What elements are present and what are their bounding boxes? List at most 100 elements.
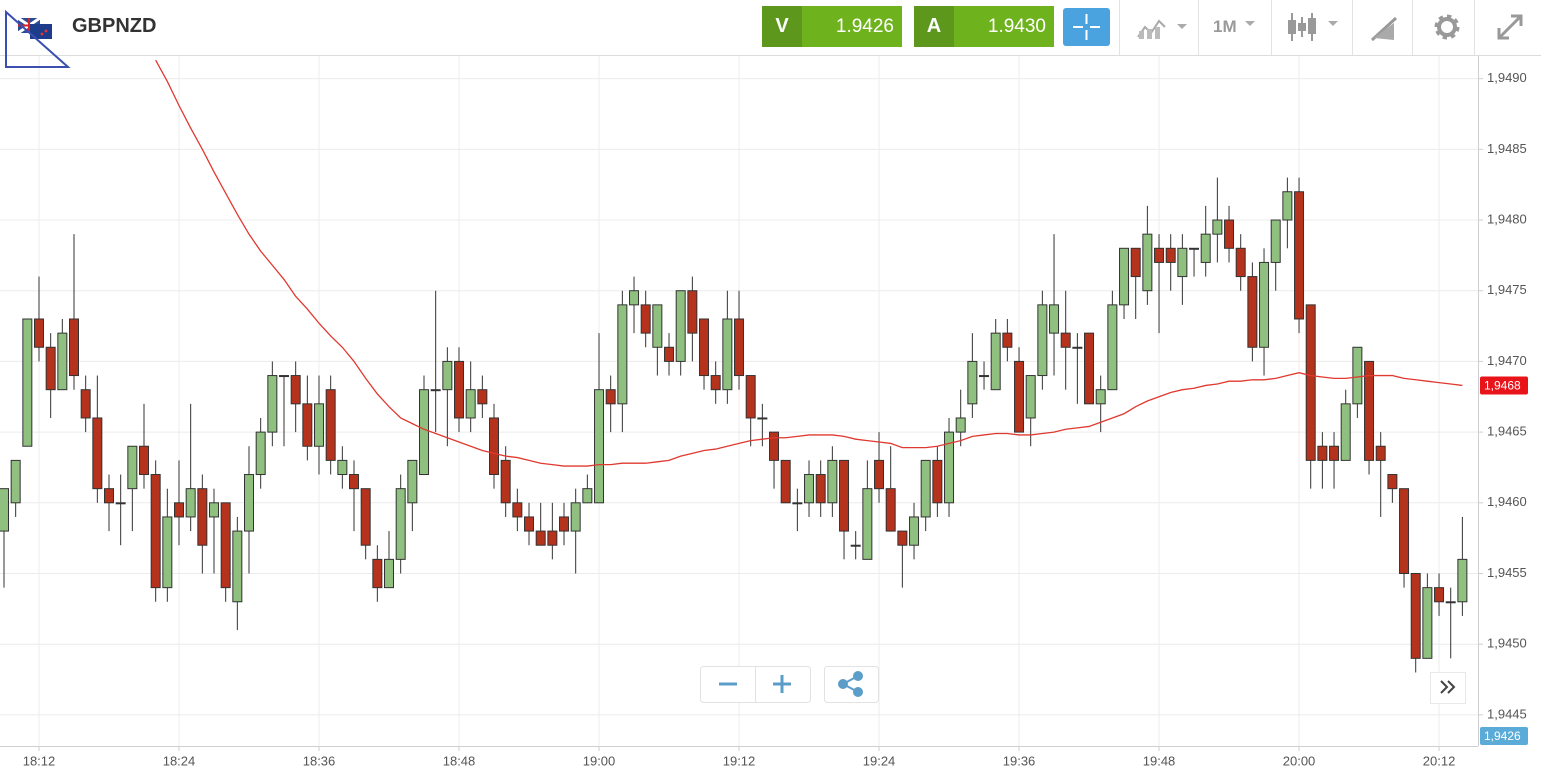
candle-body [874, 459, 885, 490]
candle-body [1422, 587, 1433, 659]
price-marker [1480, 727, 1528, 745]
fullscreen-button[interactable] [1495, 12, 1525, 42]
settings-button[interactable] [1432, 12, 1462, 42]
candle-style-button[interactable] [1286, 11, 1346, 45]
candle-body [1352, 346, 1363, 405]
share-button[interactable] [824, 666, 879, 703]
candle-body [944, 431, 955, 504]
candle-body [57, 332, 68, 391]
separator [1474, 0, 1475, 55]
separator [1352, 0, 1353, 55]
candle-body [675, 290, 686, 362]
y-tick-label: 1,9460 [1487, 494, 1527, 509]
x-tick-label: 18:12 [23, 753, 56, 768]
y-tick-label: 1,9470 [1487, 353, 1527, 368]
candle-body [1212, 219, 1223, 235]
candle-body [1247, 276, 1258, 348]
x-tick-label: 20:12 [1423, 753, 1456, 768]
zoom-in[interactable] [773, 675, 791, 693]
candle-body [45, 346, 56, 391]
candle-body [687, 290, 698, 334]
candle-body [407, 459, 418, 504]
candle-body [827, 459, 838, 504]
candle-body [582, 488, 593, 504]
candle-body [594, 389, 605, 504]
plot-area [0, 59, 1468, 673]
drawing-tools-button[interactable] [1369, 13, 1399, 43]
price-marker-label: 1,9426 [1484, 729, 1521, 743]
candle-body [897, 530, 908, 546]
candle-body [1014, 360, 1025, 433]
x-tick-label: 18:36 [303, 753, 336, 768]
candle-body [605, 389, 616, 405]
candle-body [80, 389, 91, 419]
candle-body [664, 346, 675, 362]
candle-body [1165, 247, 1176, 263]
candle-body [1189, 247, 1200, 250]
candle-body [185, 488, 196, 518]
candle-body [104, 488, 115, 504]
buy-button[interactable]: A 1.9430 [914, 6, 1054, 47]
candle-body [769, 431, 780, 461]
candle-body [757, 417, 768, 420]
candle-body [1329, 445, 1340, 461]
candle-body [722, 318, 733, 391]
zoom-controls [700, 666, 1466, 704]
candle-body [1457, 558, 1468, 603]
candle-body [1445, 601, 1456, 604]
candle-body [1387, 474, 1398, 490]
x-tick-label: 19:12 [723, 753, 756, 768]
timeframe[interactable]: 1M [1213, 17, 1237, 36]
candle-body [885, 488, 896, 532]
chart-type-button[interactable] [1135, 13, 1195, 43]
separator [1271, 0, 1272, 55]
buy-label: A [914, 6, 954, 47]
candle-body [22, 318, 33, 447]
candle-body [500, 459, 511, 504]
candle-body [1037, 304, 1048, 377]
x-tick-label: 18:24 [163, 753, 196, 768]
ma-marker [1480, 376, 1528, 395]
scroll-end-icon [1440, 680, 1456, 694]
candle-body [127, 445, 138, 490]
candle-body [547, 530, 558, 546]
candle-body [1002, 332, 1013, 348]
candle-body [1340, 403, 1351, 461]
y-tick-label: 1,9465 [1487, 424, 1527, 439]
scroll-end-button[interactable] [1430, 672, 1466, 704]
candle-body [815, 474, 826, 504]
sell-button[interactable]: V 1.9426 [762, 6, 902, 47]
candle-body [920, 459, 931, 518]
y-tick-label: 1,9480 [1487, 211, 1527, 226]
candle-body [617, 304, 628, 405]
candle-body [1235, 247, 1246, 278]
candle-body [1142, 233, 1153, 292]
candle-body [1399, 488, 1410, 575]
buy-price: 1.9430 [954, 6, 1054, 47]
candle-body [162, 516, 173, 589]
candle-body [967, 360, 978, 405]
candle-body [419, 389, 430, 476]
candle-body [1224, 219, 1235, 249]
candle-body [10, 459, 21, 504]
candle-body [477, 389, 488, 405]
candle-body [337, 459, 348, 476]
candle-body [360, 488, 371, 546]
candle-body [979, 375, 990, 378]
candle-body [232, 530, 243, 603]
x-tick-label: 19:00 [583, 753, 616, 768]
candle-body [1270, 219, 1281, 263]
candle-body [197, 488, 208, 546]
crosshair-button[interactable] [1063, 8, 1110, 46]
candle-body [395, 488, 406, 560]
candle-body [115, 502, 126, 505]
candle-body [990, 332, 1001, 391]
candle-body [792, 502, 803, 505]
candle-body [442, 360, 453, 391]
candle-body [267, 375, 278, 433]
separator [1412, 0, 1413, 55]
candle-body [1410, 573, 1421, 659]
candle-body [745, 375, 756, 419]
candle-body [1434, 587, 1445, 603]
